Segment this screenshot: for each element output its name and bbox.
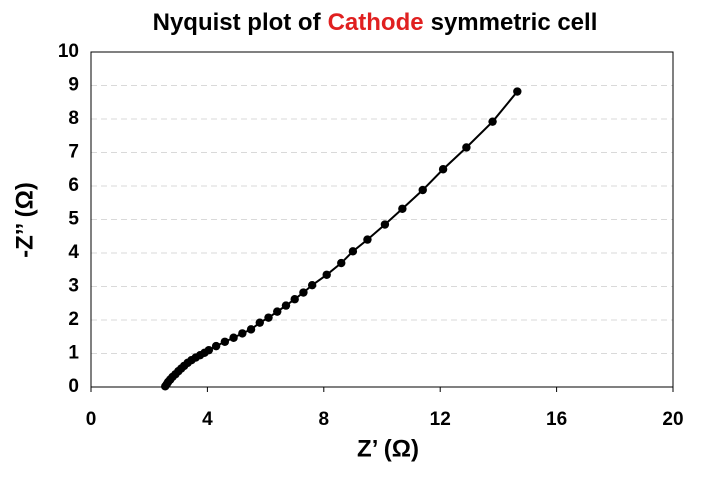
data-point	[264, 313, 273, 322]
data-point	[273, 307, 282, 316]
x-tick-label: 0	[86, 409, 97, 430]
data-point	[229, 333, 238, 342]
x-tick-label: 8	[319, 409, 330, 430]
chart-title: Nyquist plot of Cathode symmetric cell	[153, 9, 598, 36]
data-point	[238, 329, 247, 338]
data-point	[380, 220, 390, 229]
x-axis-label: Z’ (Ω)	[357, 435, 419, 462]
y-tick-label: 8	[68, 108, 79, 129]
y-tick-label: 9	[68, 75, 79, 96]
plot-frame	[90, 51, 674, 388]
y-tick-label: 2	[68, 309, 79, 330]
y-tick-label: 10	[58, 41, 79, 62]
data-point	[211, 341, 221, 351]
data-point	[290, 295, 299, 304]
x-tick-label: 20	[662, 409, 683, 430]
data-point	[398, 204, 407, 213]
y-tick-label: 0	[68, 376, 79, 397]
x-tick-label: 4	[202, 409, 213, 430]
data-point	[488, 117, 497, 126]
data-point	[246, 325, 256, 334]
data-point	[204, 345, 214, 355]
data-point	[348, 247, 358, 256]
x-tick-label: 12	[430, 409, 451, 430]
data-point	[322, 270, 331, 279]
y-tick-label: 3	[68, 276, 79, 297]
data-point	[337, 258, 346, 268]
data-point	[438, 165, 448, 174]
data-point	[255, 318, 264, 327]
data-point	[299, 288, 308, 297]
data-point	[307, 280, 317, 290]
y-tick-label: 1	[68, 343, 79, 364]
y-tick-label: 5	[68, 209, 79, 230]
y-tick-label: 7	[68, 142, 79, 163]
data-point	[363, 235, 372, 244]
data-point	[513, 87, 522, 96]
title-part: symmetric cell	[431, 9, 598, 36]
y-axis-label: -Z’’ (Ω)	[11, 182, 38, 258]
data-point	[418, 185, 427, 195]
data-point	[462, 143, 471, 152]
title-part: Cathode	[328, 9, 424, 36]
y-tick-label: 6	[68, 175, 79, 196]
x-tick-label: 16	[546, 409, 567, 430]
series-line	[164, 90, 519, 387]
y-tick-label: 4	[68, 242, 79, 263]
title-part: Nyquist plot of	[153, 9, 322, 36]
data-point	[220, 337, 230, 346]
data-point	[281, 301, 291, 310]
